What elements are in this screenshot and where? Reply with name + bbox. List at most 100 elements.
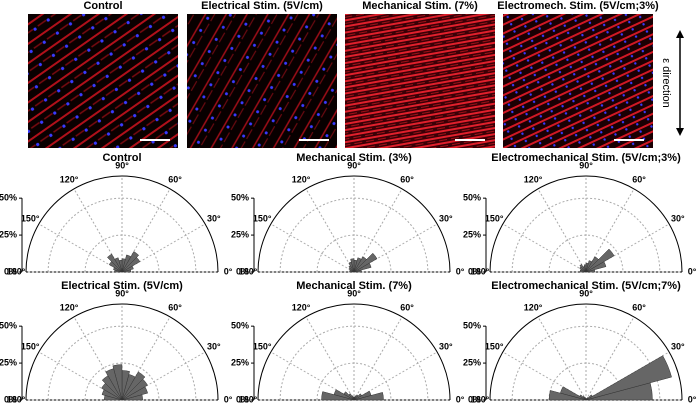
wedge xyxy=(348,267,355,273)
wedge xyxy=(585,248,615,273)
outer-arc xyxy=(489,175,683,273)
angle-label: 120° xyxy=(60,303,79,313)
r-tick-label: 25% xyxy=(231,357,249,367)
angle-label: 0° xyxy=(224,394,233,404)
r-tick-label: 0% xyxy=(468,394,481,404)
angle-label: 120° xyxy=(524,303,543,313)
r-tick-label: 25% xyxy=(0,357,17,367)
angle-label: 30° xyxy=(439,341,453,351)
angle-label: 120° xyxy=(292,175,311,185)
angle-grid xyxy=(270,223,355,273)
wedge xyxy=(349,270,355,273)
angle-label: 60° xyxy=(400,303,414,313)
chart-title: Control xyxy=(102,152,141,164)
outer-arc xyxy=(25,175,219,273)
angle-grid xyxy=(502,223,587,273)
outer-arc xyxy=(257,175,451,273)
r-tick-label: 50% xyxy=(463,321,481,331)
r-tick-label: 50% xyxy=(0,321,17,331)
grid-circle xyxy=(279,197,429,273)
wedge xyxy=(114,269,123,273)
r-tick-label: 25% xyxy=(463,229,481,239)
angle-label: 30° xyxy=(671,341,685,351)
wedge xyxy=(585,355,672,401)
r-tick-label: 0% xyxy=(4,266,17,276)
outer-arc xyxy=(25,303,219,401)
angle-label: 120° xyxy=(60,175,79,185)
grid-circle xyxy=(511,197,661,273)
micrograph xyxy=(187,14,337,148)
r-tick-label: 0% xyxy=(236,394,249,404)
chart-title: Mechanical Stim. (3%) xyxy=(296,152,412,164)
angle-label: 90° xyxy=(115,288,129,298)
r-tick-label: 50% xyxy=(0,193,17,203)
angle-label: 30° xyxy=(439,213,453,223)
wedge xyxy=(353,252,378,273)
angle-label: 90° xyxy=(579,160,593,170)
angle-grid xyxy=(38,223,123,273)
grid-circle xyxy=(47,325,197,401)
angle-label: 60° xyxy=(632,303,646,313)
angle-label: 90° xyxy=(115,160,129,170)
angle-label: 60° xyxy=(400,175,414,185)
angle-label: 60° xyxy=(168,303,182,313)
angle-label: 90° xyxy=(347,160,361,170)
wedge xyxy=(585,262,589,273)
wedge xyxy=(353,394,359,401)
wedge xyxy=(548,390,587,401)
wedge xyxy=(113,267,123,273)
wedge xyxy=(585,260,593,273)
angle-label: 30° xyxy=(207,341,221,351)
angle-label: 0° xyxy=(456,266,465,276)
angle-label: 180° xyxy=(7,394,26,404)
angle-grid xyxy=(537,188,587,273)
angle-label: 0° xyxy=(688,266,697,276)
wedge xyxy=(121,254,132,273)
angle-label: 150° xyxy=(21,341,40,351)
wedge xyxy=(121,258,126,273)
r-tick-label: 50% xyxy=(231,321,249,331)
angle-label: 180° xyxy=(7,266,26,276)
grid-circle xyxy=(279,325,429,401)
micrograph xyxy=(503,14,653,148)
outer-arc xyxy=(257,303,451,401)
angle-grid xyxy=(305,316,355,401)
angle-grid xyxy=(353,316,403,401)
r-tick-label: 0% xyxy=(4,394,17,404)
wedge xyxy=(353,395,357,401)
image-title: Control xyxy=(83,0,122,12)
r-tick-label: 50% xyxy=(463,193,481,203)
wedge xyxy=(107,253,123,273)
angle-label: 0° xyxy=(456,394,465,404)
wedge xyxy=(108,261,123,273)
angle-label: 30° xyxy=(671,213,685,223)
wedge xyxy=(121,251,140,273)
chart-title: Mechanical Stim. (7%) xyxy=(296,280,412,292)
micrographs: Control Electrical Stim. (5V/cm) Mechani… xyxy=(28,0,684,148)
r-tick-label: 0% xyxy=(468,266,481,276)
angle-label: 30° xyxy=(207,213,221,223)
chart-title: Electromechanical Stim. (5V/cm;7%) xyxy=(491,280,681,292)
wedge xyxy=(321,391,355,401)
outer-arc xyxy=(489,303,683,401)
wedge xyxy=(121,371,146,401)
grid-circle xyxy=(47,197,197,273)
angle-label: 60° xyxy=(168,175,182,185)
wedge xyxy=(104,395,123,401)
r-tick-label: 25% xyxy=(0,229,17,239)
image-title: Mechanical Stim. (7%) xyxy=(362,0,478,12)
wedge xyxy=(101,389,123,401)
angle-label: 0° xyxy=(224,266,233,276)
angle-grid xyxy=(305,188,355,273)
direction-label: ε direction xyxy=(660,58,672,108)
angle-label: 60° xyxy=(632,175,646,185)
angle-label: 180° xyxy=(471,394,490,404)
angle-label: 0° xyxy=(688,394,697,404)
chart-title: Electrical Stim. (5V/cm) xyxy=(61,280,183,292)
angle-grid xyxy=(585,316,635,401)
r-tick-label: 50% xyxy=(231,193,249,203)
wedge xyxy=(585,256,599,273)
r-tick-label: 0% xyxy=(236,266,249,276)
wedge xyxy=(579,266,587,273)
